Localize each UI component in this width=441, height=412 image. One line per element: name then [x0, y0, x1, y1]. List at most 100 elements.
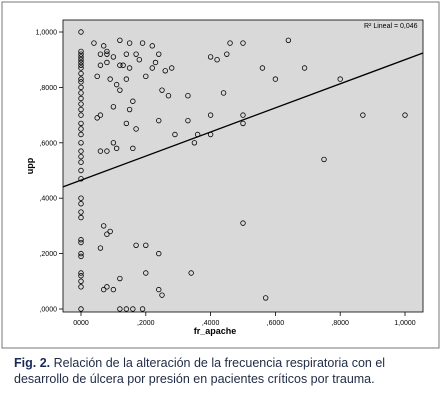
data-point [78, 120, 84, 127]
r2-label: R² Lineal = 0,046 [364, 23, 418, 30]
y-tick-label: ,8000 [39, 85, 57, 92]
data-point [78, 112, 84, 118]
data-point [78, 90, 84, 96]
data-point [207, 112, 214, 118]
y-tick-label: ,4000 [39, 196, 57, 203]
data-point [78, 106, 84, 113]
data-point [169, 65, 175, 71]
data-point [143, 242, 149, 248]
data-point [100, 286, 107, 293]
data-point [130, 145, 136, 152]
data-point [360, 112, 366, 118]
fit-line [62, 52, 424, 188]
caption-label: Fig. 2. [14, 356, 51, 370]
data-point [78, 51, 84, 57]
data-point [104, 51, 110, 57]
data-point [117, 87, 123, 93]
data-point [78, 29, 84, 35]
figure-caption: Fig. 2. Relación de la alteración de la … [14, 355, 428, 387]
data-point [97, 148, 104, 154]
data-point [97, 112, 104, 118]
data-point [123, 51, 130, 57]
y-tick-label: ,2000 [39, 251, 57, 258]
data-point [220, 90, 227, 96]
data-point [188, 270, 194, 276]
data-point [110, 104, 117, 110]
data-point [78, 195, 84, 201]
data-point [143, 73, 149, 80]
data-point [149, 43, 155, 49]
data-point [104, 148, 110, 154]
y-tick-label: ,0000 [39, 307, 57, 314]
data-point [78, 306, 84, 312]
data-point [165, 93, 172, 99]
data-point [78, 48, 84, 55]
y-tick-label: ,6000 [39, 140, 57, 147]
data-point [113, 145, 120, 152]
data-point [107, 228, 113, 235]
data-point [172, 131, 178, 138]
data-point [126, 40, 133, 46]
data-point [224, 51, 230, 57]
data-point [156, 286, 162, 293]
data-point [139, 306, 146, 312]
data-point [185, 93, 191, 99]
data-point [156, 117, 162, 124]
data-point [321, 156, 327, 163]
data-point [301, 65, 308, 71]
data-point [143, 270, 149, 276]
data-point [78, 284, 84, 290]
data-point [78, 95, 84, 102]
data-point [78, 84, 84, 91]
data-point [149, 65, 155, 71]
data-point [117, 37, 123, 44]
data-point [240, 112, 246, 118]
data-point [97, 62, 104, 68]
data-point [133, 126, 139, 132]
scatter-chart: ,0000 ,2000 ,4000 ,6000 ,8000 1,0000 0000 ,200… [1, 1, 440, 349]
data-point [285, 37, 292, 44]
data-point [191, 140, 198, 146]
x-tick-label: ,4000 [202, 320, 220, 327]
data-point [110, 140, 117, 146]
plot-area [62, 19, 424, 313]
y-tick-label: 1,0000 [36, 30, 58, 37]
data-point [240, 220, 246, 226]
data-point [100, 43, 107, 49]
data-point [113, 81, 120, 88]
data-point [162, 68, 168, 74]
data-point [78, 209, 84, 215]
data-point [133, 51, 139, 57]
data-point [214, 57, 220, 63]
data-point [78, 62, 84, 68]
data-point [117, 275, 123, 282]
data-point [91, 40, 97, 46]
data-point [402, 112, 408, 118]
data-point [78, 70, 84, 77]
data-point [156, 51, 162, 57]
data-point [94, 115, 100, 121]
data-point [78, 148, 84, 154]
data-point [130, 306, 136, 312]
x-tick-label: ,6000 [267, 320, 285, 327]
x-tick-label: 0000 [73, 320, 89, 327]
x-axis-ticks: 0000 ,2000 ,4000 ,6000 ,8000 1,0000 [73, 312, 416, 327]
x-tick-label: 1,0000 [394, 320, 416, 327]
data-point [78, 201, 84, 207]
data-point [78, 65, 84, 71]
data-point [139, 40, 146, 46]
data-point [272, 76, 279, 82]
data-point [78, 140, 84, 146]
x-tick-label: ,8000 [331, 320, 349, 327]
data-point [185, 117, 191, 124]
data-point [136, 57, 143, 63]
data-point [100, 223, 107, 229]
data-point [156, 250, 162, 257]
data-point [78, 101, 84, 107]
data-point [78, 167, 84, 174]
data-point [94, 73, 100, 80]
x-tick-label: ,2000 [137, 320, 155, 327]
data-point [104, 59, 110, 66]
data-point [78, 250, 84, 257]
